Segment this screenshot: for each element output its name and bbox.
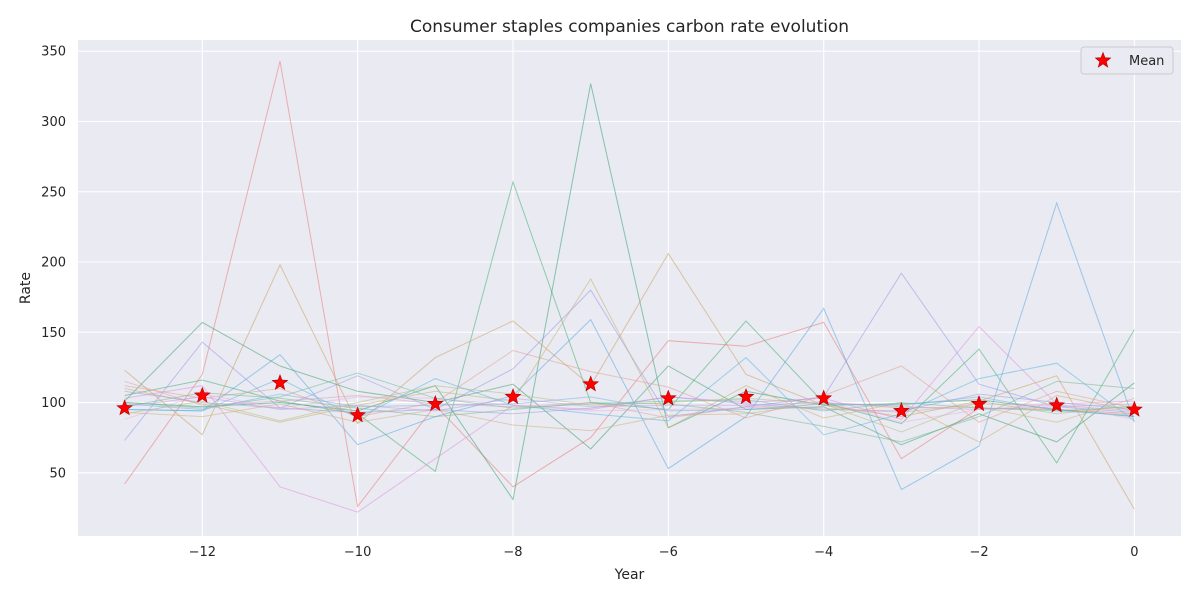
mean-marker <box>426 395 444 412</box>
mean-marker <box>504 388 522 405</box>
mean-marker <box>116 399 134 416</box>
legend: Mean <box>1080 46 1174 75</box>
mean-marker <box>893 402 910 419</box>
mean-marker <box>349 406 366 423</box>
x-tick-label: −8 <box>503 545 522 560</box>
plot-area <box>78 40 1181 536</box>
mean-marker <box>970 395 988 412</box>
series-line <box>124 321 1135 450</box>
series-line <box>124 396 1135 412</box>
series-lines <box>124 60 1135 513</box>
mean-marker <box>815 389 833 406</box>
x-tick-label: −12 <box>189 545 216 560</box>
x-tick-label: 0 <box>1130 545 1138 560</box>
series-line <box>124 393 1135 416</box>
mean-marker <box>193 386 211 403</box>
series-line <box>124 83 1135 501</box>
legend-box <box>1080 46 1174 75</box>
x-tick-label: −4 <box>814 545 833 560</box>
x-tick-label: −6 <box>659 545 678 560</box>
series-line <box>124 60 1135 508</box>
legend-star-marker <box>1094 51 1112 68</box>
mean-marker <box>1125 400 1143 417</box>
series-line <box>124 277 1135 443</box>
y-tick-label: 300 <box>41 115 66 130</box>
y-tick-label: 100 <box>41 396 66 411</box>
x-tick-label: −2 <box>969 545 988 560</box>
chart-title: Consumer staples companies carbon rate e… <box>410 17 849 37</box>
legend-label-mean: Mean <box>1129 54 1164 69</box>
x-axis-label: Year <box>614 567 645 583</box>
mean-markers <box>116 373 1143 423</box>
y-tick-label: 150 <box>41 326 66 341</box>
mean-marker <box>659 389 677 406</box>
y-tick-label: 350 <box>41 45 66 60</box>
y-tick-label: 250 <box>41 185 66 200</box>
series-line <box>124 372 1135 412</box>
mean-marker <box>271 373 289 390</box>
y-tick-label: 50 <box>49 466 66 481</box>
mean-marker <box>737 388 755 405</box>
x-tick-label: −10 <box>344 545 371 560</box>
series-line <box>124 252 1135 510</box>
series-line <box>124 380 1135 419</box>
series-line <box>124 356 1135 436</box>
y-tick-label: 200 <box>41 256 66 271</box>
tick-labels: −12 −10 −8 −6 −4 −2 0 50 100 150 200 250 300 350 <box>41 45 1138 560</box>
y-axis-label: Rate <box>18 272 34 304</box>
mean-marker <box>1048 396 1066 413</box>
mean-marker <box>582 375 600 392</box>
